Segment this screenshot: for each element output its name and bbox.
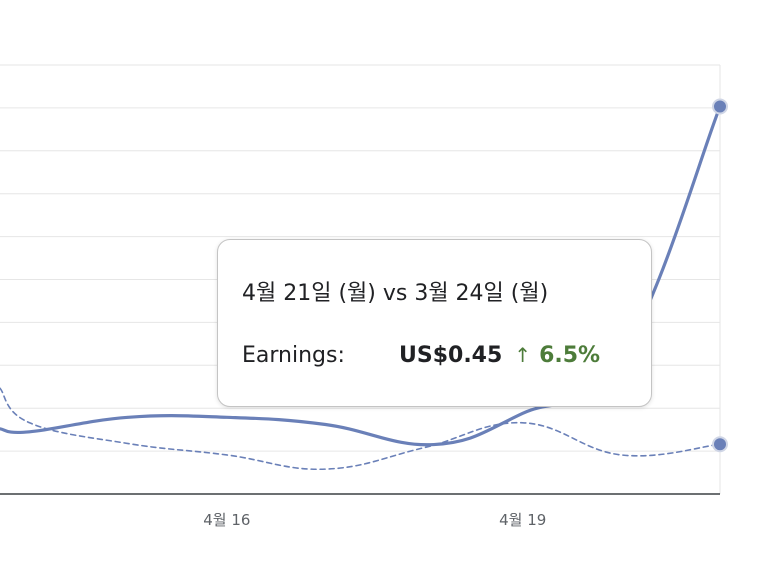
x-tick-label: 4월 19 <box>499 511 546 529</box>
arrow-up-icon: ↑ <box>514 343 532 367</box>
current-point-marker[interactable] <box>712 98 728 115</box>
comparison-period-line <box>0 387 721 471</box>
earnings-label: Earnings: <box>242 343 345 368</box>
x-tick-label: 4월 16 <box>203 511 250 529</box>
comparison-tooltip: 4월 21일 (월) vs 3월 24일 (월) Earnings: US$0.… <box>217 239 652 407</box>
earnings-value: US$0.45 <box>399 343 503 368</box>
comparison-point-marker[interactable] <box>712 436 728 453</box>
tooltip-earnings-row: Earnings: US$0.45 ↑ 6.5% <box>242 343 600 368</box>
earnings-change-percent: 6.5% <box>539 343 601 368</box>
x-axis: 4월 16 4월 19 <box>0 493 720 529</box>
tooltip-date-comparison: 4월 21일 (월) vs 3월 24일 (월) <box>242 281 549 306</box>
